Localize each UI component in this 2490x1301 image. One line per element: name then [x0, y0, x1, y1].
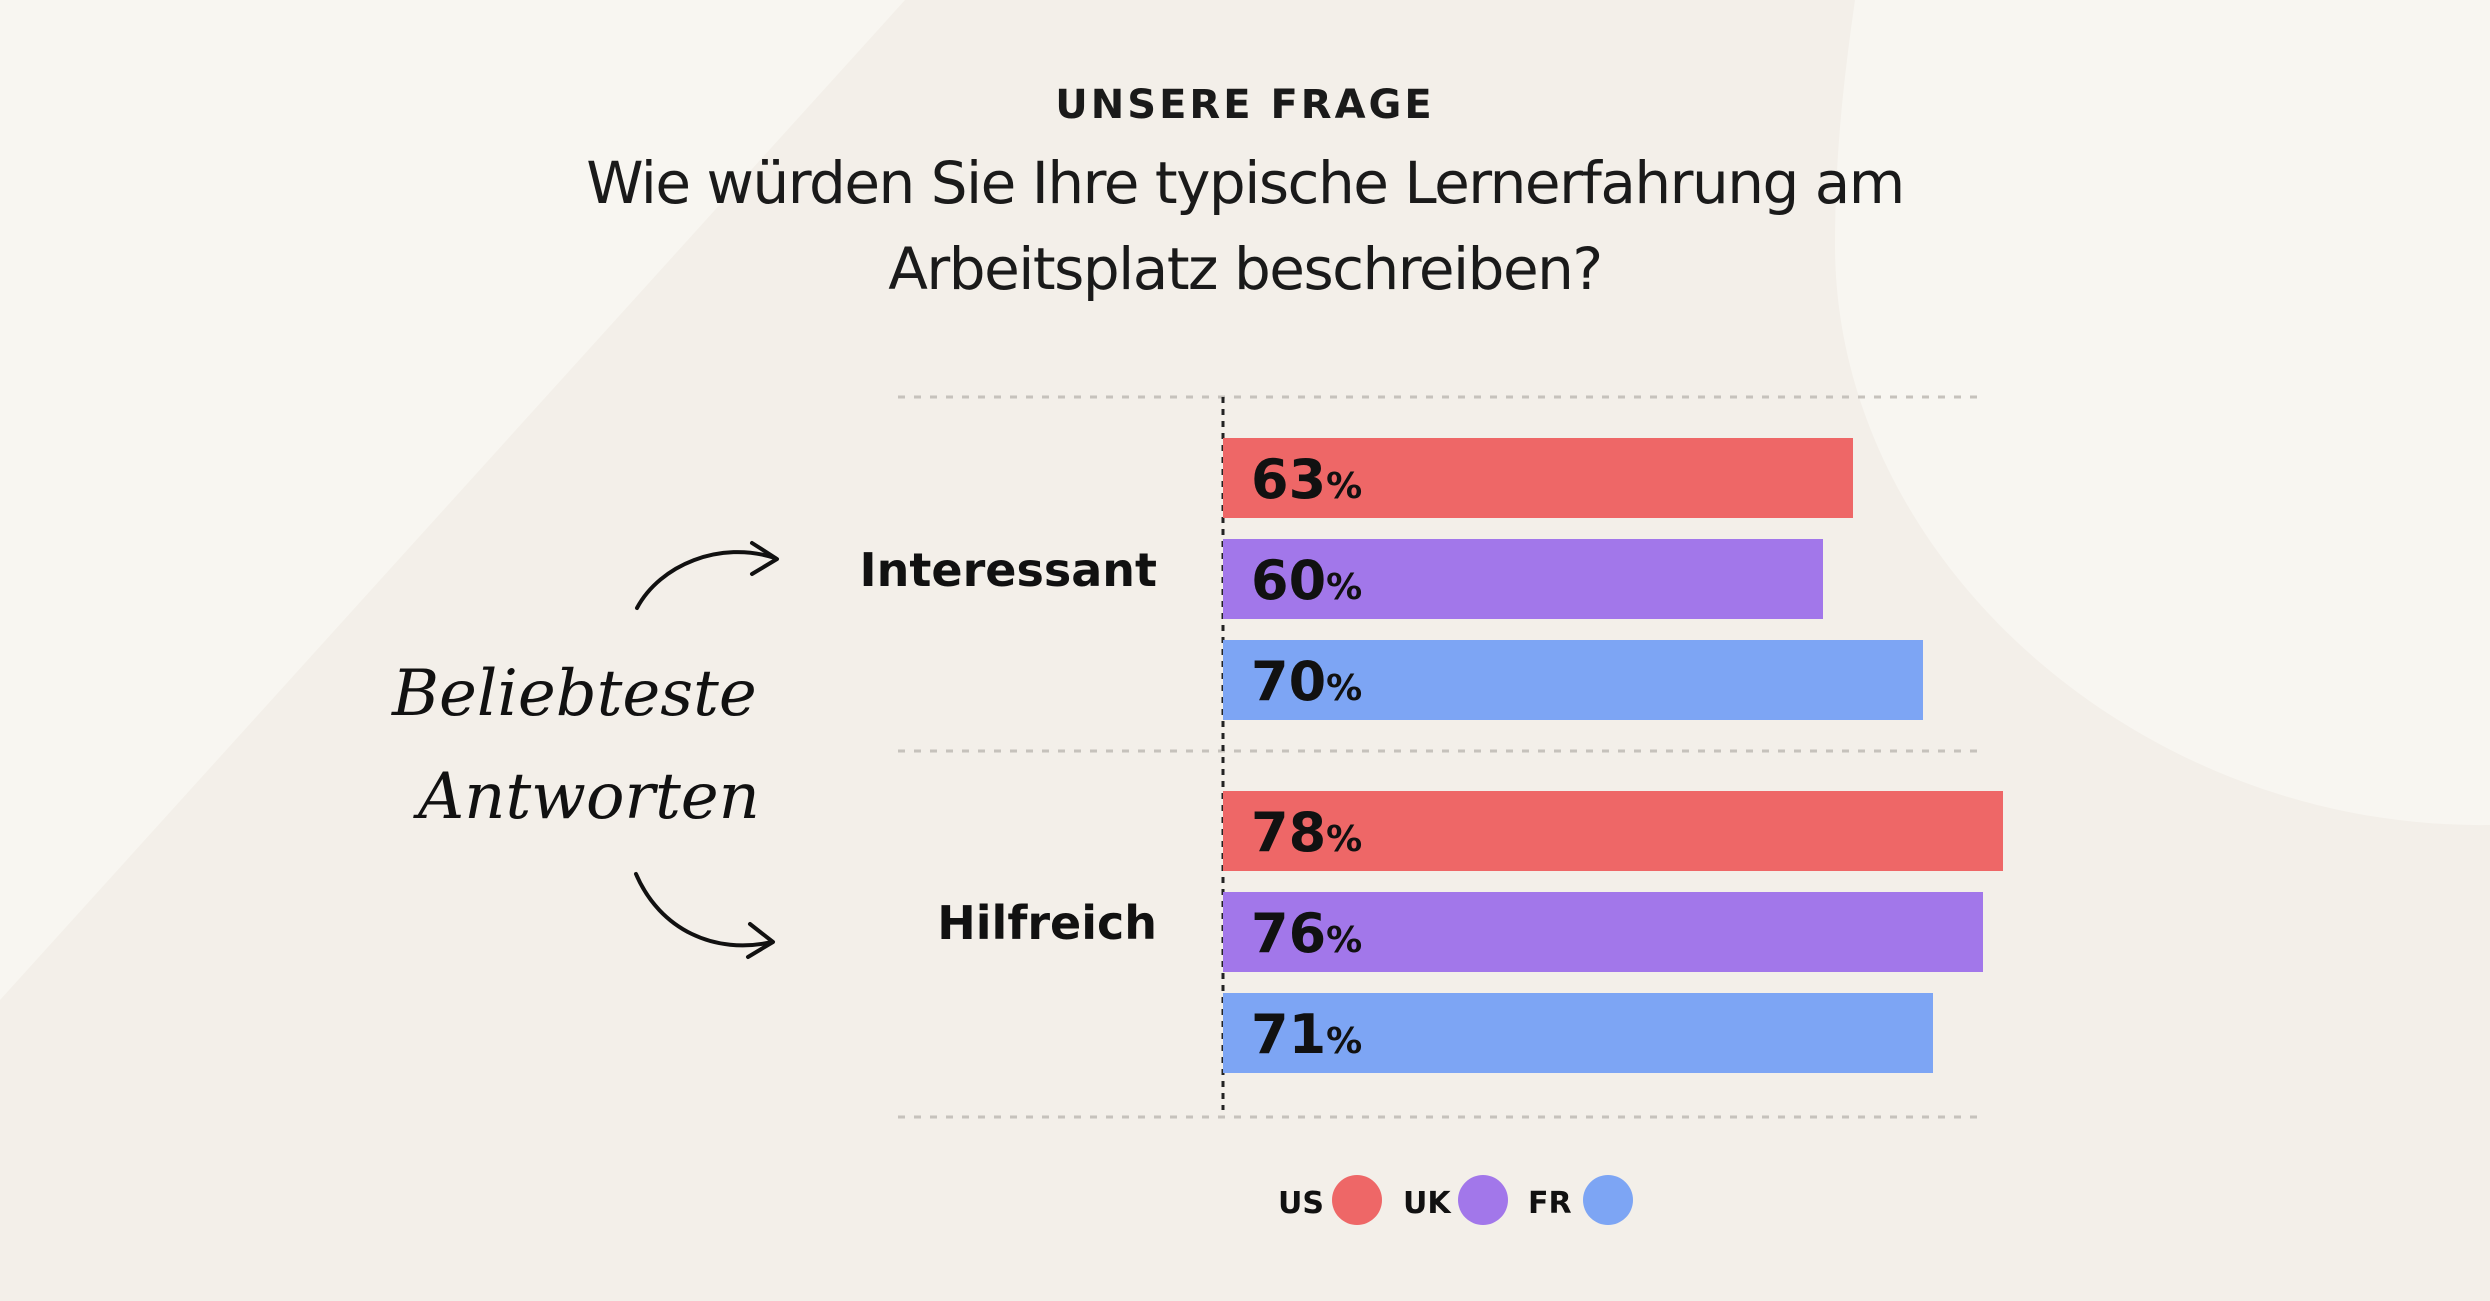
grid-lines [898, 395, 1985, 1119]
background-light-circle [1835, 0, 2490, 826]
bar-us-hilfreich [1223, 791, 2003, 871]
handwritten-annotation: Beliebteste Antworten [391, 541, 779, 959]
eyebrow-label: UNSERE FRAGE [1055, 82, 1435, 128]
bar-fr-interessant [1223, 640, 1923, 720]
arrow-up-head-icon [750, 541, 779, 576]
bar-value-label: 70% [1251, 650, 1362, 713]
arrow-up-icon [635, 550, 777, 610]
annotation-line-1: Beliebteste [391, 657, 757, 731]
legend-swatch-us [1332, 1175, 1382, 1225]
bar-value-label: 76% [1251, 902, 1362, 965]
bar-uk-interessant [1223, 539, 1823, 619]
question-line-2: Arbeitsplatz beschreiben? [888, 235, 1603, 303]
background-light-wedge [0, 0, 905, 1000]
annotation-line-2: Antworten [413, 760, 760, 834]
legend: US UK FR [1278, 1175, 1633, 1225]
bar-uk-hilfreich [1223, 892, 1983, 972]
bar-us-interessant [1223, 438, 1853, 518]
bar-value-label: 78% [1251, 801, 1362, 864]
arrow-down-head-icon [746, 922, 775, 959]
legend-label-uk: UK [1403, 1186, 1452, 1221]
category-label-interessant: Interessant [860, 543, 1157, 597]
legend-label-fr: FR [1528, 1186, 1572, 1221]
legend-label-us: US [1278, 1186, 1324, 1221]
bar-value-label: 63% [1251, 448, 1362, 511]
legend-swatch-fr [1583, 1175, 1633, 1225]
bar-fr-hilfreich [1223, 993, 1933, 1073]
bar-value-label: 71% [1251, 1003, 1362, 1066]
category-label-hilfreich: Hilfreich [937, 896, 1157, 950]
arrow-down-icon [634, 872, 774, 948]
category-labels: Interessant Hilfreich [860, 543, 1157, 950]
legend-swatch-uk [1458, 1175, 1508, 1225]
question-line-1: Wie würden Sie Ihre typische Lernerfahru… [586, 149, 1905, 217]
question-title: Wie würden Sie Ihre typische Lernerfahru… [545, 140, 1945, 312]
bar-value-label: 60% [1251, 549, 1362, 612]
bars: 63% 60% 70% 78% 76% 71% [1223, 438, 2003, 1073]
